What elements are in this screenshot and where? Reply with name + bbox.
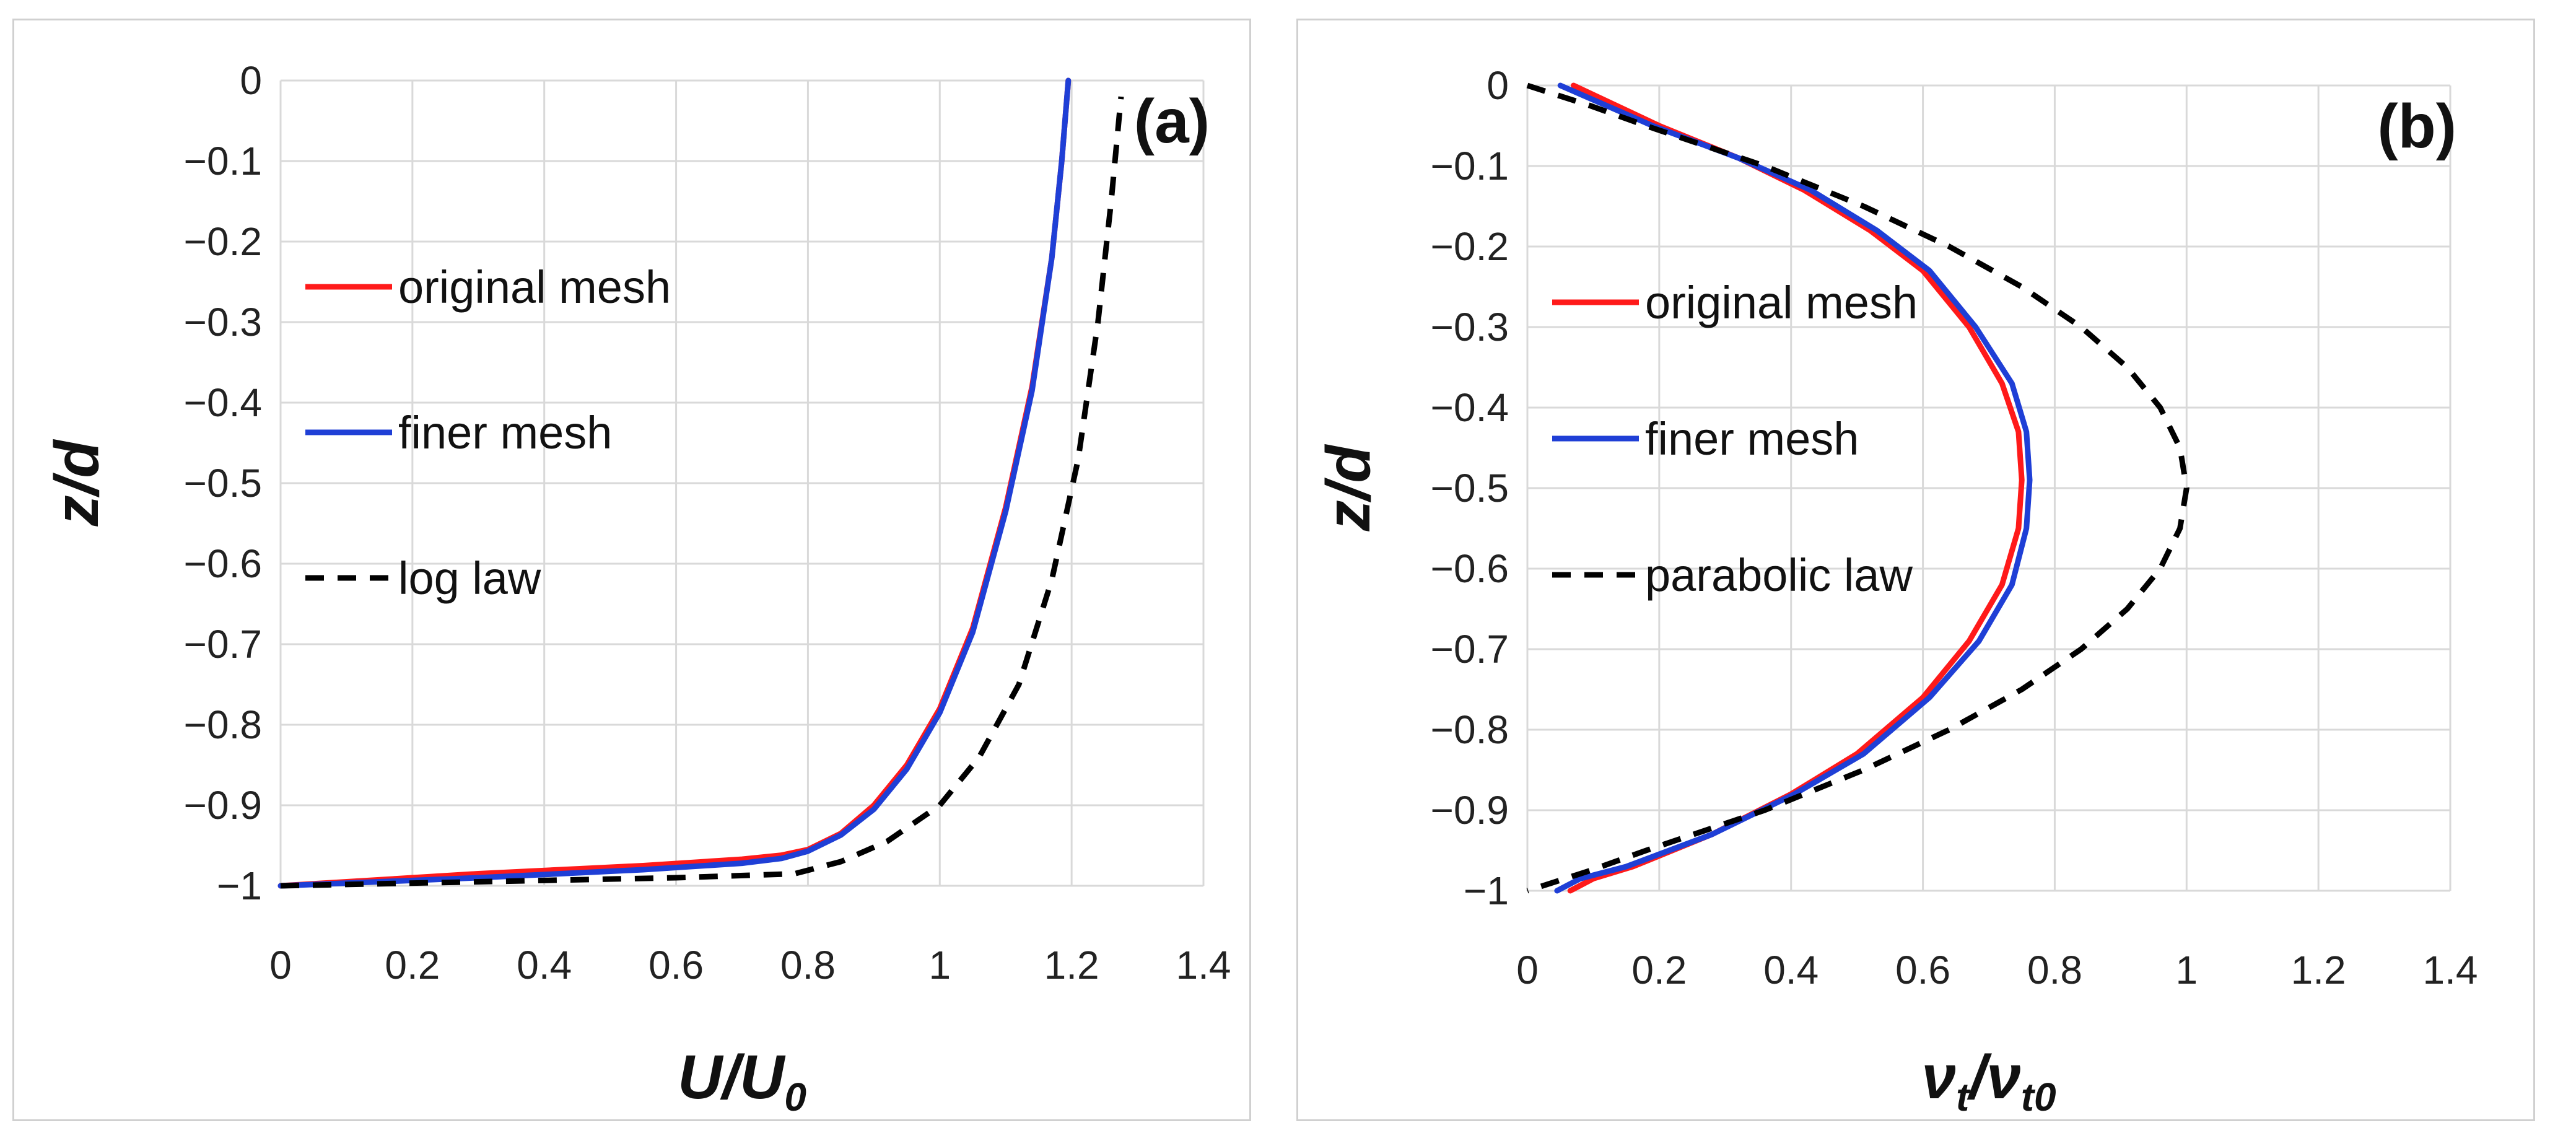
x-tick-label: 1: [928, 943, 951, 987]
y-tick-label: 0: [240, 58, 262, 103]
x-tick-label: 1.4: [2423, 948, 2478, 992]
x-axis-label: νt/νt0: [1921, 1043, 2056, 1119]
legend-label: log law: [398, 553, 541, 604]
panel-label: (b): [2377, 92, 2456, 161]
x-axis-label-sub2: t0: [2021, 1075, 2056, 1119]
x-axis-label-sep: /ν: [1967, 1043, 2020, 1112]
y-tick-label: −0.2: [1431, 224, 1509, 269]
y-tick-label: −0.2: [184, 219, 262, 264]
y-tick-label: −0.5: [1431, 466, 1509, 510]
x-axis-label: U/U0: [678, 1043, 806, 1119]
x-tick-label: 0.4: [517, 943, 572, 987]
x-tick-label: 0: [269, 943, 292, 987]
x-tick-label: 0.2: [385, 943, 440, 987]
y-tick-label: −0.6: [1431, 546, 1509, 591]
y-tick-label: −0.4: [184, 380, 262, 425]
chart-a-svg: 0 0.2 0.4 0.6 0.8 1 1.2 1.4 0 −0.1 −0.2 −0.3 −0.4 −0.…: [42, 58, 1231, 1119]
x-tick-label: 1.4: [1176, 943, 1231, 987]
x-tick-label: 0.4: [1763, 948, 1818, 992]
series-line-finer-mesh: [1554, 82, 2033, 894]
y-tick-label: −0.9: [1431, 788, 1509, 833]
x-tick-label: 1: [2175, 948, 2198, 992]
y-tick-label: −0.8: [1431, 707, 1509, 752]
y-tick-label: −0.6: [184, 541, 262, 586]
y-tick-label: −1: [1464, 868, 1509, 913]
x-tick-label: 0.6: [1895, 948, 1950, 992]
x-tick-label: 0.8: [780, 943, 836, 987]
x-tick-label: 0.6: [648, 943, 704, 987]
x-axis-label-main: U/U: [678, 1043, 786, 1112]
chart-b-svg: 0 0.2 0.4 0.6 0.8 1 1.2 1.4 0 −0.1 −0.2 −0.3 −0.4 −0.…: [1314, 63, 2478, 1119]
x-tick-label: 0.2: [1631, 948, 1687, 992]
chart-panel-a: 0 0.2 0.4 0.6 0.8 1 1.2 1.4 0 −0.1 −0.2 −0.3 −0.4 −0.…: [12, 19, 1251, 1121]
y-tick-label: −0.3: [1431, 305, 1509, 349]
x-axis-label-sub1: t: [1956, 1075, 1971, 1119]
y-tick-label: −0.1: [1431, 144, 1509, 188]
legend-label: finer mesh: [1645, 413, 1859, 465]
y-tick-label: −0.7: [1431, 627, 1509, 671]
y-tick-label: −0.1: [184, 139, 262, 183]
x-tick-label: 1.2: [1044, 943, 1099, 987]
x-tick-label: 0: [1516, 948, 1539, 992]
y-tick-label: 0: [1487, 63, 1509, 108]
legend-label: original mesh: [398, 261, 671, 313]
y-tick-label: −0.9: [184, 783, 262, 828]
y-tick-label: −0.8: [184, 702, 262, 747]
x-axis-label-main: ν: [1921, 1043, 1956, 1112]
y-tick-label: −0.3: [184, 300, 262, 344]
y-tick-label: −0.5: [184, 461, 262, 505]
y-tick-label: −1: [217, 863, 262, 908]
series-line-finer-mesh: [277, 77, 1072, 889]
series-line-parabolic-law: [1526, 82, 2190, 894]
x-tick-label: 1.2: [2291, 948, 2346, 992]
legend-label: parabolic law: [1645, 549, 1913, 601]
y-axis-label: z/d: [42, 439, 111, 527]
legend-label: finer mesh: [398, 407, 612, 458]
y-axis-label: z/d: [1314, 444, 1383, 532]
series-line-log-law: [280, 96, 1124, 889]
chart-panel-b: 0 0.2 0.4 0.6 0.8 1 1.2 1.4 0 −0.1 −0.2 −0.3 −0.4 −0.…: [1296, 19, 2535, 1121]
x-tick-label: 0.8: [2027, 948, 2082, 992]
y-tick-label: −0.4: [1431, 385, 1509, 430]
x-axis-label-sub: 0: [784, 1075, 806, 1119]
legend-label: original mesh: [1645, 277, 1918, 328]
panel-label: (a): [1134, 87, 1210, 156]
y-tick-label: −0.7: [184, 622, 262, 667]
